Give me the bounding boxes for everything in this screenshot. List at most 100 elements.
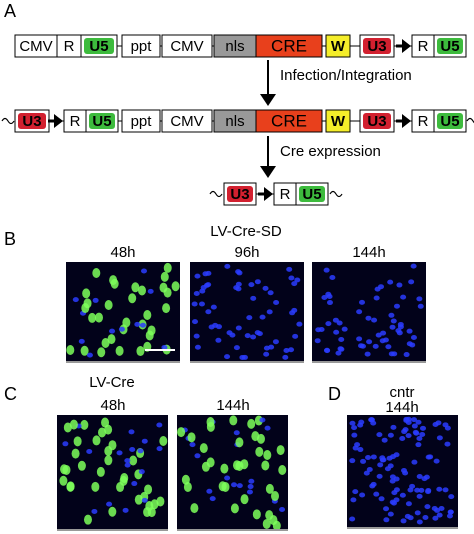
nucleus <box>350 497 357 503</box>
nucleus <box>261 460 270 471</box>
nucleus <box>438 506 445 512</box>
nucleus <box>435 420 442 426</box>
nucleus <box>396 330 403 336</box>
nucleus <box>107 334 116 345</box>
micrograph <box>312 262 426 362</box>
nucleus <box>423 474 430 480</box>
nucleus <box>252 509 261 520</box>
element-label: U3 <box>230 186 249 203</box>
ltr-arrow-head <box>264 187 273 201</box>
nucleus <box>373 491 380 497</box>
step-label: Infection/Integration <box>280 67 412 84</box>
nucleus <box>91 481 100 492</box>
nucleus <box>416 436 423 442</box>
element-badge <box>437 38 463 54</box>
nucleus <box>349 458 356 464</box>
nucleus <box>177 427 186 438</box>
nucleus <box>389 499 396 505</box>
nucleus <box>235 437 244 448</box>
nucleus <box>375 332 382 338</box>
nucleus <box>335 350 342 356</box>
nucleus <box>418 487 425 493</box>
panel-label: B <box>4 229 16 249</box>
nucleus <box>233 430 240 436</box>
nucleus <box>388 351 395 357</box>
nucleus <box>329 275 336 281</box>
nucleus <box>137 448 144 454</box>
nucleus <box>341 326 348 332</box>
nucleus <box>432 515 439 521</box>
nucleus <box>409 483 416 489</box>
nucleus <box>235 325 242 331</box>
nucleus <box>448 494 455 500</box>
nucleus <box>143 310 152 321</box>
nucleus <box>140 268 147 274</box>
nucleus <box>366 339 373 345</box>
nucleus <box>393 303 400 309</box>
element-label: R <box>64 38 75 55</box>
element-label: R <box>418 38 429 55</box>
nucleus <box>407 515 414 521</box>
nucleus <box>134 321 141 327</box>
nucleus <box>194 453 201 459</box>
nucleus <box>402 470 409 476</box>
element-label: U3 <box>367 38 386 55</box>
nucleus <box>209 496 216 502</box>
nucleus <box>294 277 301 283</box>
nucleus <box>444 425 451 431</box>
nucleus <box>224 475 231 481</box>
nucleus <box>101 338 110 349</box>
nucleus <box>97 347 106 358</box>
step-label: Cre expression <box>280 143 381 160</box>
nucleus <box>129 447 136 453</box>
nucleus <box>220 463 229 474</box>
nucleus <box>106 501 113 507</box>
nucleus <box>415 419 422 425</box>
nucleus <box>424 504 431 510</box>
nucleus <box>422 515 429 521</box>
nucleus <box>383 506 390 512</box>
nucleus <box>414 510 421 516</box>
nucleus <box>134 494 143 505</box>
nucleus <box>171 281 180 292</box>
nucleus <box>108 440 117 451</box>
nucleus <box>80 345 89 356</box>
nucleus <box>86 448 93 454</box>
nucleus <box>356 336 363 342</box>
nucleus <box>400 518 407 524</box>
element-label: U5 <box>302 186 321 203</box>
nucleus <box>108 506 117 517</box>
nucleus <box>263 449 272 460</box>
nucleus <box>147 507 156 518</box>
nucleus <box>250 334 257 340</box>
nucleus <box>161 344 168 350</box>
nucleus <box>71 448 80 459</box>
element-box <box>121 109 161 133</box>
element-box <box>325 109 351 133</box>
element-label: U3 <box>367 113 386 130</box>
nucleus <box>338 336 345 342</box>
squiggle <box>209 190 223 198</box>
nucleus <box>357 447 364 453</box>
nucleus <box>326 293 333 299</box>
nucleus <box>230 503 239 514</box>
element-badge <box>227 186 253 202</box>
nucleus <box>363 470 370 476</box>
nucleus <box>98 427 107 438</box>
nucleus <box>119 475 128 486</box>
nucleus <box>291 281 298 287</box>
squiggle <box>466 117 474 124</box>
nucleus <box>359 492 366 498</box>
nucleus <box>382 337 389 343</box>
nucleus <box>325 321 332 327</box>
nucleus <box>231 482 238 488</box>
nucleus <box>138 469 145 475</box>
nucleus <box>86 352 93 358</box>
nucleus <box>215 337 222 343</box>
element-label: ppt <box>131 38 153 55</box>
nucleus <box>408 279 415 285</box>
nucleus <box>62 441 69 447</box>
element-label: W <box>331 38 346 55</box>
nucleus <box>323 267 330 273</box>
nucleus <box>235 281 242 287</box>
